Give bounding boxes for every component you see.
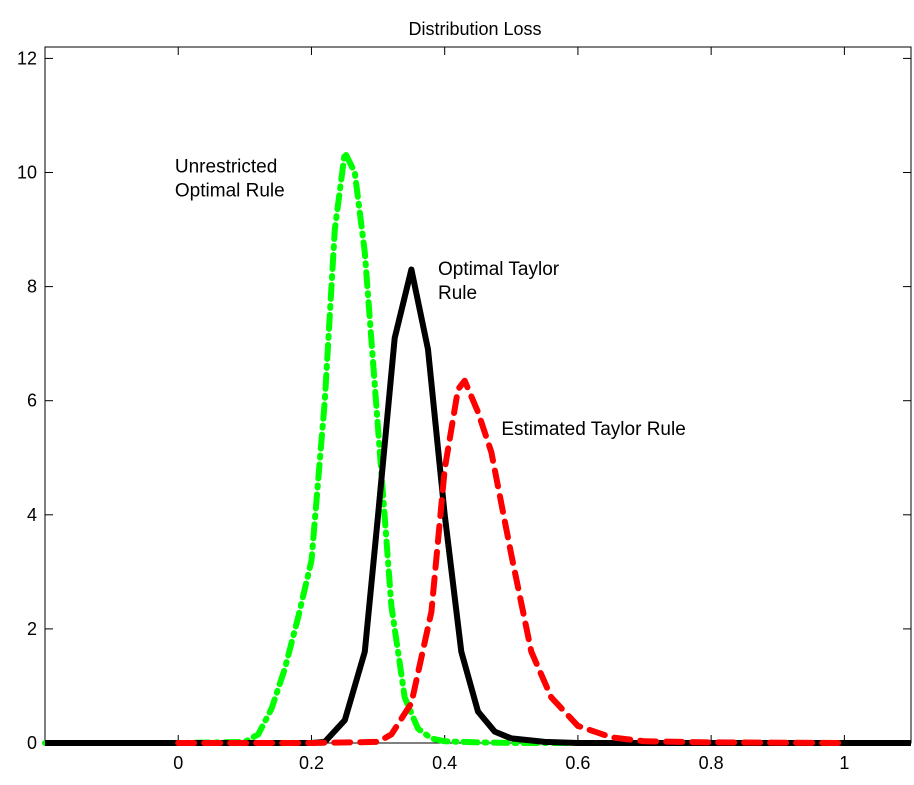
y-axis: 0 2 4 6 8 10 12: [17, 48, 911, 753]
y-tick-label: 2: [27, 619, 37, 639]
x-tick-label: 0.8: [699, 753, 724, 773]
x-tick-label: 1: [839, 753, 849, 773]
annotation-line: Optimal Rule: [175, 181, 285, 202]
series-layer: [42, 149, 911, 746]
y-tick-label: 0: [27, 733, 37, 753]
y-tick-label: 12: [17, 48, 37, 68]
x-tick-label: 0.2: [299, 753, 324, 773]
annotation-line: Optimal Taylor: [438, 259, 560, 280]
annotation-optimal_taylor_label: Optimal Taylor Rule: [438, 259, 560, 304]
annotation-line: Estimated Taylor Rule: [501, 419, 685, 440]
y-tick-label: 8: [27, 277, 37, 297]
annotation-layer: Unrestricted Optimal Rule Optimal Taylor Ru…: [175, 157, 686, 440]
x-tick-label: 0: [173, 753, 183, 773]
x-axis: 0 0.2 0.4 0.6 0.8 1: [173, 47, 849, 773]
y-tick-label: 6: [27, 391, 37, 411]
x-tick-label: 0.4: [432, 753, 457, 773]
y-tick-label: 4: [27, 505, 37, 525]
plot-area-frame: [44, 46, 912, 744]
y-tick-label: 10: [17, 163, 37, 183]
series-line-optimal_taylor: [45, 266, 911, 746]
annotation-estimated_taylor_label: Estimated Taylor Rule: [501, 419, 685, 440]
series-line-unrestricted: [42, 149, 648, 746]
x-tick-label: 0.6: [565, 753, 590, 773]
annotation-unrestricted_label: Unrestricted Optimal Rule: [175, 157, 285, 202]
annotation-line: Unrestricted: [175, 157, 277, 178]
series-line-estimated_taylor: [175, 377, 848, 746]
annotation-line: Rule: [438, 283, 477, 304]
chart-title: Distribution Loss: [408, 19, 541, 39]
